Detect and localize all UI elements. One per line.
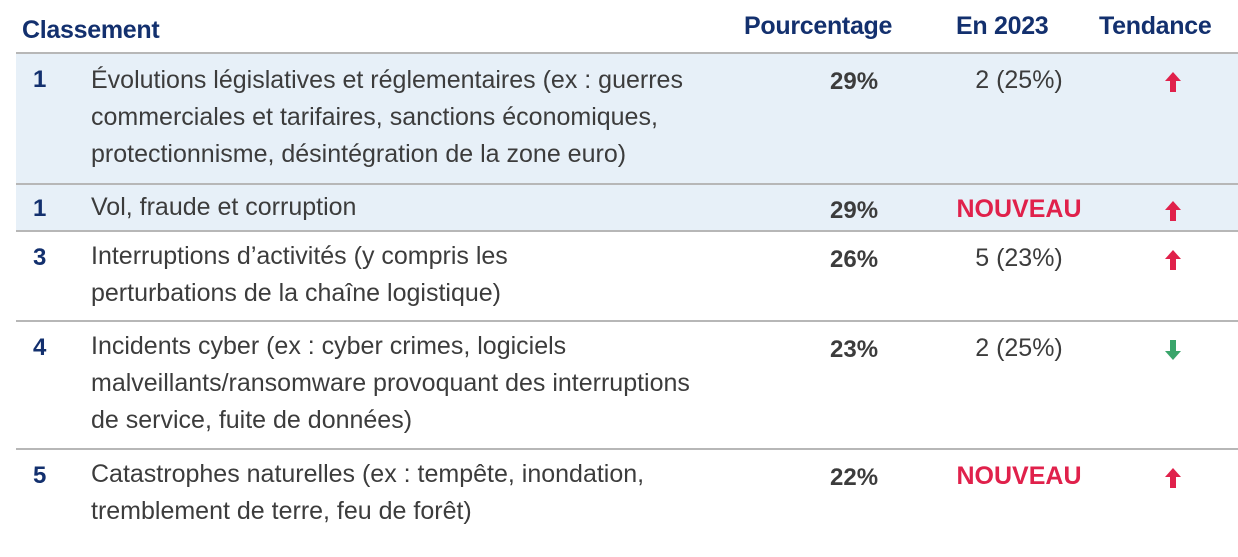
row-rank: 5	[33, 462, 47, 489]
row-percentage: 22%	[830, 464, 879, 491]
row-previous-rank: 2 (25%)	[975, 66, 1063, 94]
table-row: 1 Évolutions législatives et réglementai…	[16, 52, 1238, 183]
row-description: Vol, fraude et corruption	[91, 193, 357, 221]
row-description: Évolutions législatives et réglementaire…	[91, 66, 683, 168]
header-trend: Tendance	[1099, 12, 1212, 40]
row-previous-rank: 2 (25%)	[975, 334, 1063, 362]
up-arrow-icon	[1162, 70, 1188, 96]
header-percentage: Pourcentage	[744, 12, 893, 40]
up-arrow-icon	[1162, 248, 1188, 274]
table-row: 4 Incidents cyber (ex : cyber crimes, lo…	[16, 320, 1238, 448]
risk-table: 1 Évolutions législatives et réglementai…	[16, 52, 1238, 557]
row-percentage: 29%	[830, 68, 879, 95]
row-rank: 1	[33, 195, 47, 222]
row-rank: 4	[33, 334, 47, 361]
up-arrow-icon	[1162, 199, 1188, 225]
row-percentage: 23%	[830, 336, 879, 363]
row-description: Interruptions d’activités (y compris les…	[91, 242, 508, 307]
row-rank: 3	[33, 244, 47, 271]
down-arrow-icon	[1162, 338, 1188, 364]
header-rank: Classement	[22, 16, 160, 44]
row-percentage: 26%	[830, 246, 879, 273]
header-year: En 2023	[956, 12, 1049, 40]
table-row: 1 Vol, fraude et corruption 29% NOUVEAU	[16, 183, 1238, 230]
table-row: 5 Catastrophes naturelles (ex : tempête,…	[16, 448, 1238, 557]
row-previous-rank: NOUVEAU	[956, 462, 1082, 490]
table-row: 3 Interruptions d’activités (y compris l…	[16, 230, 1238, 320]
row-previous-rank: NOUVEAU	[956, 195, 1082, 223]
table-header: Classement Pourcentage En 2023 Tendance	[0, 0, 1238, 52]
row-description: Catastrophes naturelles (ex : tempête, i…	[91, 460, 645, 525]
up-arrow-icon	[1162, 466, 1188, 492]
row-rank: 1	[33, 66, 47, 93]
row-previous-rank: 5 (23%)	[975, 244, 1063, 272]
row-percentage: 29%	[830, 197, 879, 224]
row-description: Incidents cyber (ex : cyber crimes, logi…	[91, 332, 690, 434]
